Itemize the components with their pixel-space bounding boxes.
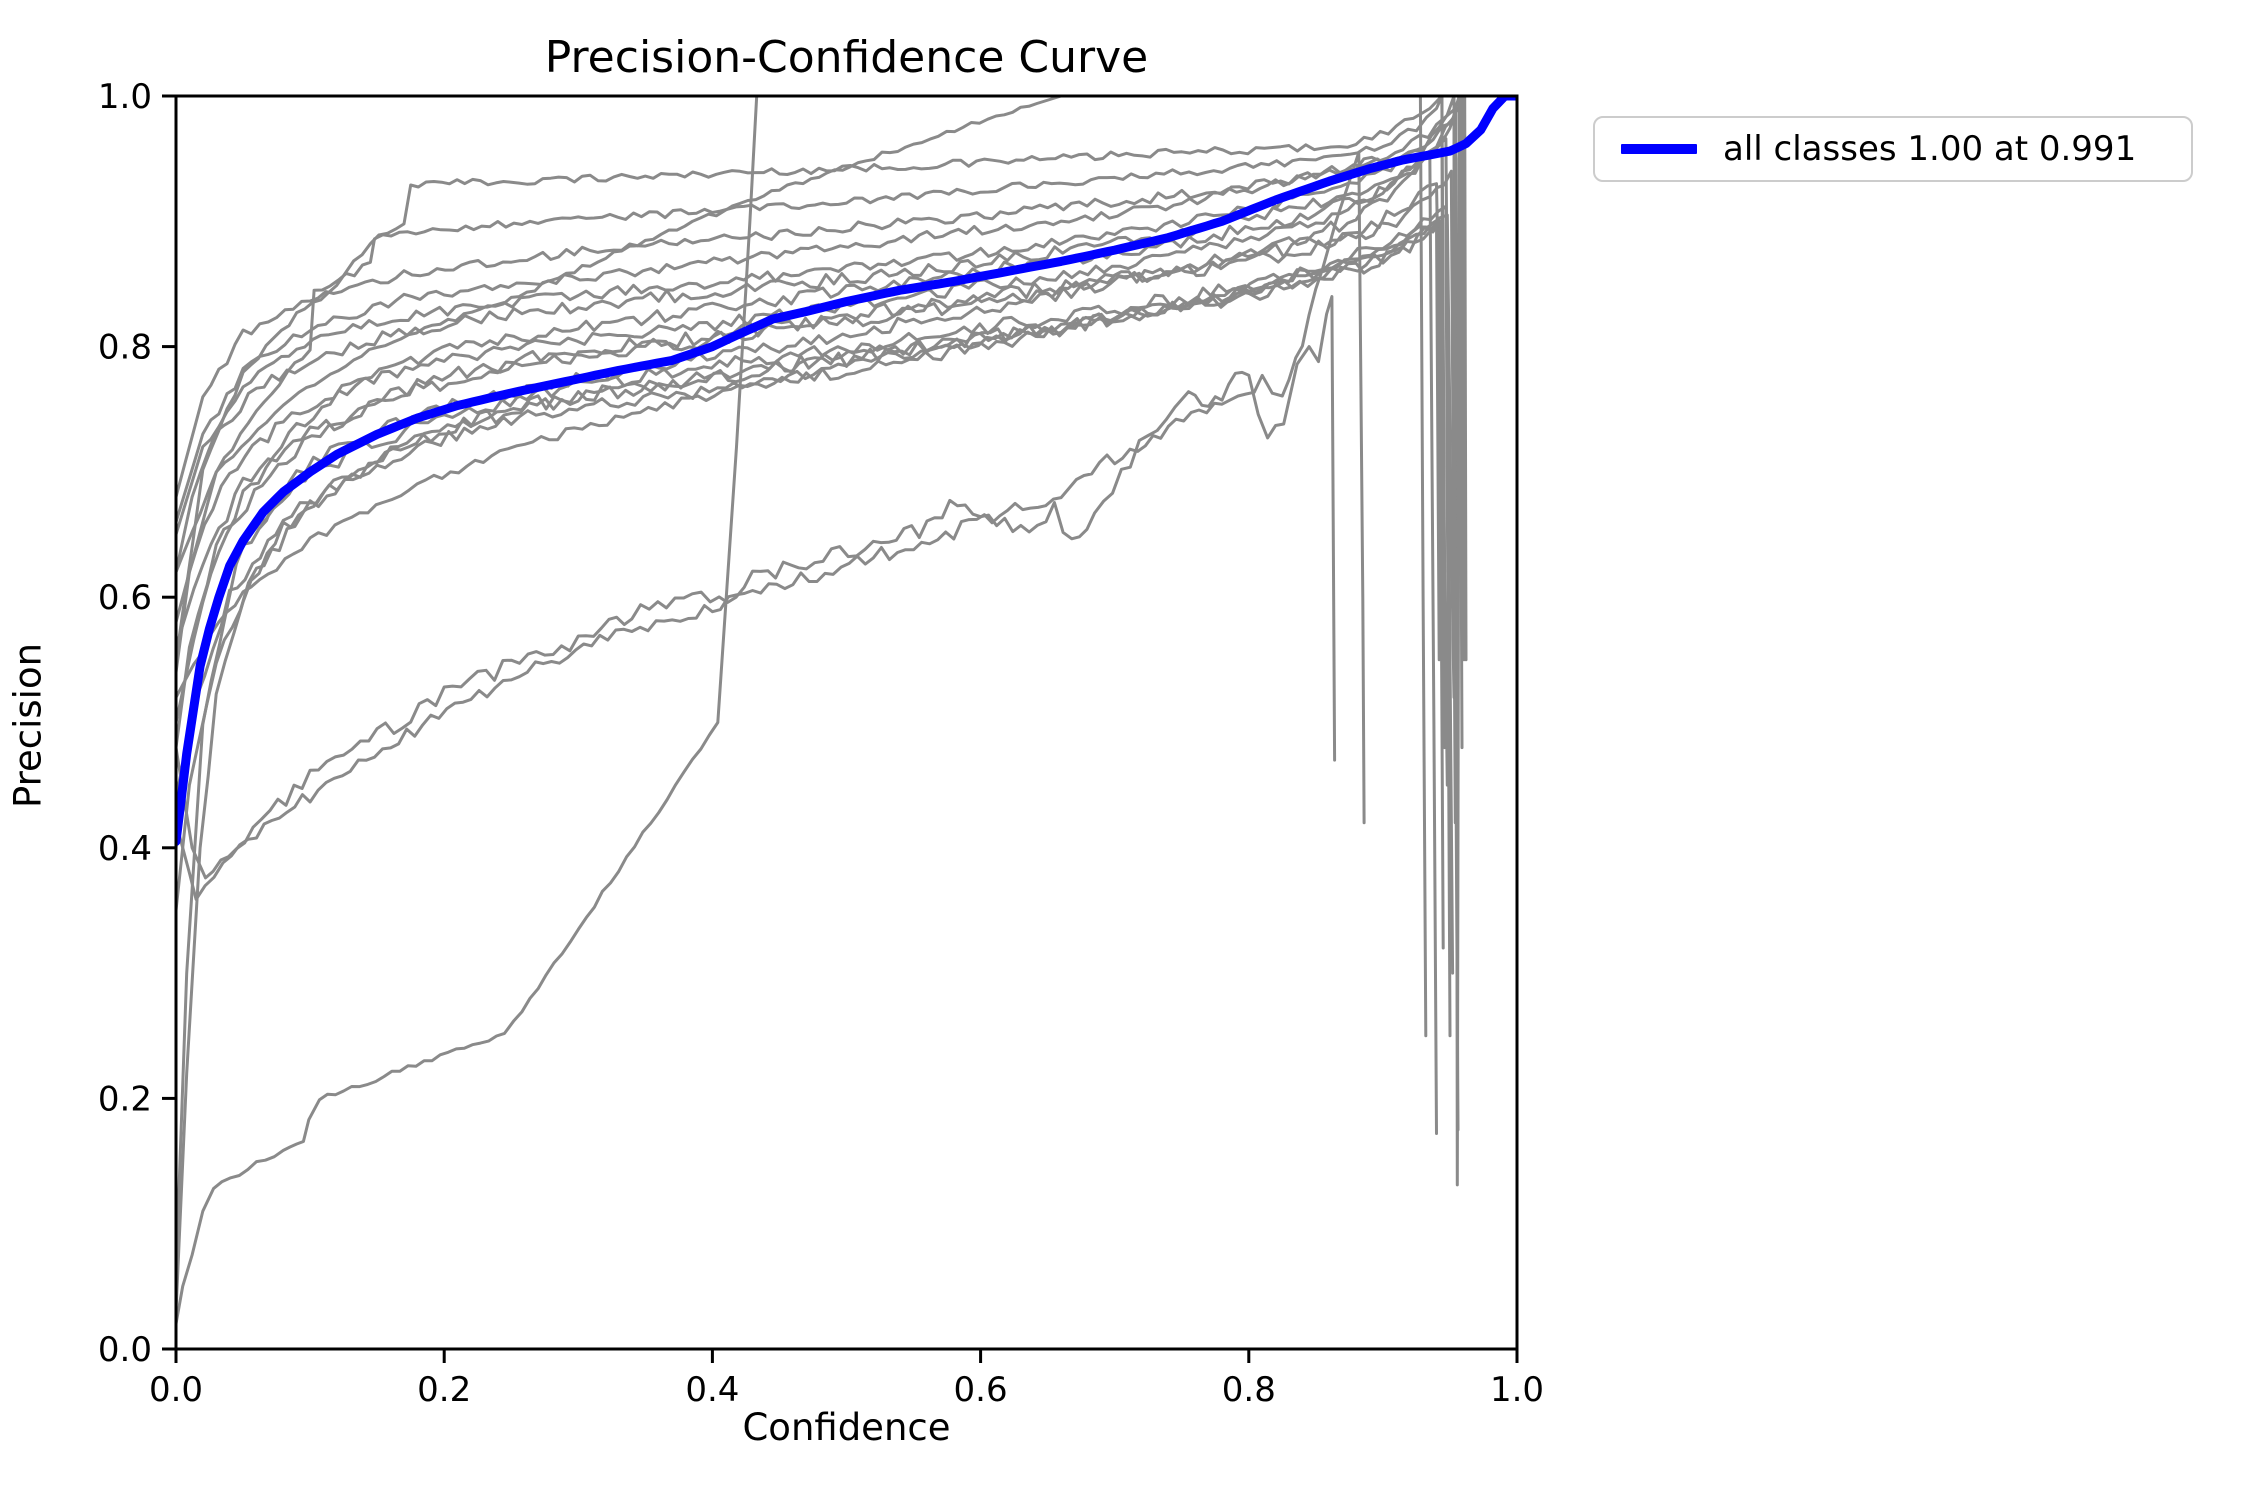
- gray-class-curves: [175, 95, 1468, 1326]
- legend-label: all classes 1.00 at 0.991: [1723, 129, 2137, 169]
- y-axis-label: Precision: [6, 642, 50, 809]
- class-curve: [175, 295, 1337, 880]
- class-curve: [175, 204, 1452, 1313]
- x-tick-label: 0.6: [954, 1370, 1008, 1410]
- class-curve: [175, 137, 1455, 975]
- y-axis-ticks: 0.0 0.2 0.4 0.6 0.8 1.0: [98, 77, 176, 1370]
- x-axis-label: Confidence: [742, 1406, 951, 1449]
- class-curve: [175, 95, 1445, 674]
- class-curve: [175, 95, 1447, 662]
- y-tick-label: 0.2: [98, 1079, 152, 1119]
- plot-frame: [174, 94, 1519, 1351]
- class-curve: [175, 95, 1428, 1038]
- class-curve: [175, 95, 1468, 662]
- class-curve: [175, 95, 1464, 750]
- legend: all classes 1.00 at 0.991: [1593, 116, 2193, 182]
- y-tick-label: 0.6: [98, 578, 152, 618]
- x-tick-label: 0.0: [149, 1370, 203, 1410]
- x-tick-label: 0.8: [1222, 1370, 1276, 1410]
- y-tick-label: 0.0: [98, 1330, 152, 1370]
- legend-line-swatch: [1621, 144, 1697, 154]
- class-curve: [175, 169, 1457, 825]
- class-curve: [175, 217, 1445, 950]
- x-axis-ticks: 0.0 0.2 0.4 0.6 0.8 1.0: [149, 1349, 1544, 1410]
- chart-title: Precision-Confidence Curve: [544, 32, 1149, 83]
- x-tick-label: 0.2: [417, 1370, 471, 1410]
- x-tick-label: 1.0: [1490, 1370, 1544, 1410]
- class-curve: [175, 182, 1447, 750]
- y-tick-label: 1.0: [98, 77, 152, 117]
- y-tick-label: 0.4: [98, 829, 152, 869]
- all-classes-curve: [175, 95, 1518, 846]
- class-curve: [175, 95, 1466, 1187]
- class-curve: [175, 95, 759, 1326]
- y-tick-label: 0.8: [98, 328, 152, 368]
- class-curve: [175, 150, 1366, 901]
- class-curve: [175, 219, 1441, 850]
- x-tick-label: 0.4: [685, 1370, 739, 1410]
- class-curve: [175, 213, 1456, 912]
